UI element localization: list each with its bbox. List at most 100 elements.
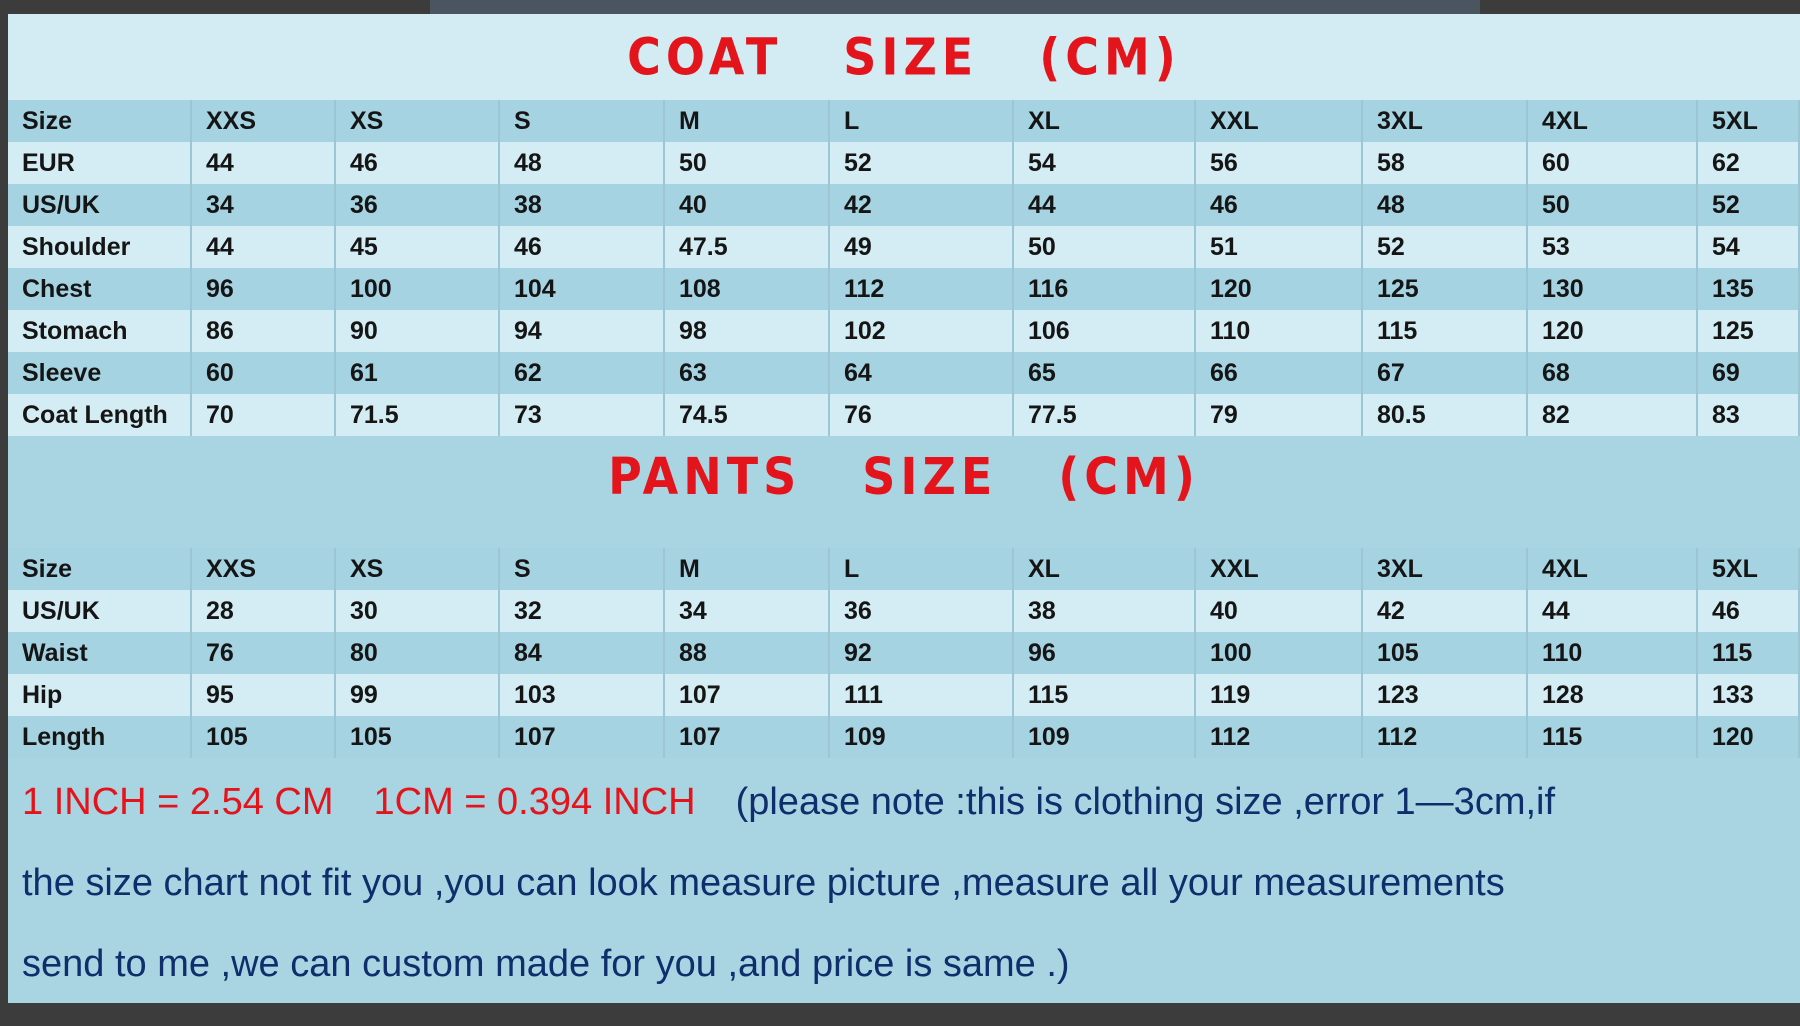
table-cell: 79 [1195, 394, 1363, 436]
table-cell: 103 [499, 674, 665, 716]
table-cell: 102 [829, 310, 1014, 352]
table-cell: 104 [499, 268, 665, 310]
table-row: US/UK 34 36 38 40 42 44 46 48 50 52 [8, 184, 1800, 226]
table-cell: 60 [1527, 142, 1698, 184]
column-header: M [664, 548, 830, 590]
table-cell: 63 [664, 352, 830, 394]
row-label: Length [8, 716, 192, 758]
table-cell: 100 [1195, 632, 1363, 674]
table-row: Waist 76 80 84 88 92 96 100 105 110 115 [8, 632, 1800, 674]
table-cell: 36 [829, 590, 1014, 632]
table-cell: 42 [1362, 590, 1528, 632]
table-row: Sleeve 60 61 62 63 64 65 66 67 68 69 [8, 352, 1800, 394]
column-header: S [499, 100, 665, 142]
table-cell: 110 [1527, 632, 1698, 674]
table-cell: 73 [499, 394, 665, 436]
table-cell: 51 [1195, 226, 1363, 268]
column-header: M [664, 100, 830, 142]
table-cell: 66 [1195, 352, 1363, 394]
table-cell: 123 [1362, 674, 1528, 716]
table-cell: 30 [335, 590, 500, 632]
table-cell: 128 [1527, 674, 1698, 716]
table-cell: 49 [829, 226, 1014, 268]
column-header: 5XL [1697, 100, 1800, 142]
table-cell: 62 [1697, 142, 1800, 184]
table-cell: 46 [1697, 590, 1800, 632]
table-cell: 120 [1527, 310, 1698, 352]
row-label: Chest [8, 268, 192, 310]
table-cell: 46 [1195, 184, 1363, 226]
pants-size-title: PANTS SIZE (CM) [608, 446, 1200, 506]
column-header: 5XL [1697, 548, 1800, 590]
background-window-strip [430, 0, 1480, 14]
row-label: US/UK [8, 184, 192, 226]
row-label: Waist [8, 632, 192, 674]
row-label: Hip [8, 674, 192, 716]
column-header: 4XL [1527, 548, 1698, 590]
table-cell: 105 [335, 716, 500, 758]
table-cell: 112 [1195, 716, 1363, 758]
column-header: 3XL [1362, 548, 1528, 590]
table-cell: 98 [664, 310, 830, 352]
table-cell: 50 [1527, 184, 1698, 226]
inch-conversion: 1 INCH = 2.54 CM [22, 781, 334, 823]
table-cell: 76 [191, 632, 336, 674]
table-cell: 77.5 [1013, 394, 1196, 436]
table-cell: 50 [664, 142, 830, 184]
table-cell: 95 [191, 674, 336, 716]
column-header: 3XL [1362, 100, 1528, 142]
table-cell: 62 [499, 352, 665, 394]
table-cell: 84 [499, 632, 665, 674]
table-cell: 45 [335, 226, 500, 268]
table-cell: 115 [1362, 310, 1528, 352]
note-line-2: the size chart not fit you ,you can look… [22, 862, 1505, 904]
table-row: Stomach 86 90 94 98 102 106 110 115 120 125 [8, 310, 1800, 352]
table-cell: 111 [829, 674, 1014, 716]
table-cell: 82 [1527, 394, 1698, 436]
column-header: XXS [191, 100, 336, 142]
size-notes: 1 INCH = 2.54 CM 1CM = 0.394 INCH (please … [22, 762, 1800, 1003]
table-cell: 133 [1697, 674, 1800, 716]
note-line-3: send to me ,we can custom made for you ,… [22, 943, 1070, 985]
table-cell: 61 [335, 352, 500, 394]
table-cell: 69 [1697, 352, 1800, 394]
pants-size-table: Size XXS XS S M L XL XXL 3XL 4XL 5XL US/UK 28 30 32 34 3… [8, 548, 1800, 758]
table-cell: 52 [1362, 226, 1528, 268]
table-cell: 116 [1013, 268, 1196, 310]
table-cell: 68 [1527, 352, 1698, 394]
table-cell: 107 [664, 716, 830, 758]
table-cell: 54 [1013, 142, 1196, 184]
column-header: L [829, 548, 1014, 590]
table-row: Coat Length 70 71.5 73 74.5 76 77.5 79 80.5 82 83 [8, 394, 1800, 436]
column-header: S [499, 548, 665, 590]
column-header: XL [1013, 100, 1196, 142]
table-cell: 80 [335, 632, 500, 674]
table-cell: 88 [664, 632, 830, 674]
table-cell: 64 [829, 352, 1014, 394]
table-cell: 108 [664, 268, 830, 310]
table-cell: 42 [829, 184, 1014, 226]
note-line-1: 1 INCH = 2.54 CM 1CM = 0.394 INCH (please … [22, 762, 1800, 843]
table-cell: 115 [1013, 674, 1196, 716]
table-cell: 130 [1527, 268, 1698, 310]
table-cell: 106 [1013, 310, 1196, 352]
table-cell: 38 [499, 184, 665, 226]
table-cell: 40 [1195, 590, 1363, 632]
table-cell: 32 [499, 590, 665, 632]
table-cell: 36 [335, 184, 500, 226]
size-chart-image: COAT SIZE (CM) Size XXS XS S M L XL XXL 3XL 4XL 5X… [8, 14, 1800, 1003]
table-cell: 58 [1362, 142, 1528, 184]
cm-conversion: 1CM = 0.394 INCH [373, 781, 696, 823]
table-cell: 90 [335, 310, 500, 352]
table-cell: 44 [191, 226, 336, 268]
table-cell: 135 [1697, 268, 1800, 310]
table-cell: 38 [1013, 590, 1196, 632]
table-cell: 105 [1362, 632, 1528, 674]
row-label: Sleeve [8, 352, 192, 394]
column-header: XS [335, 100, 500, 142]
table-cell: 112 [829, 268, 1014, 310]
column-header: 4XL [1527, 100, 1698, 142]
table-cell: 115 [1527, 716, 1698, 758]
column-header: XL [1013, 548, 1196, 590]
coat-size-title: COAT SIZE (CM) [8, 14, 1800, 105]
